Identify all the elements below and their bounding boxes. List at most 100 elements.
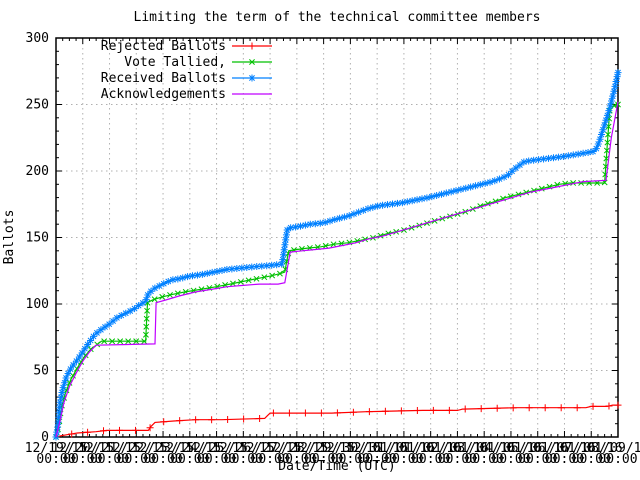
x-tick-time: 00:00	[465, 452, 504, 467]
legend-item-received-ballots: Received Ballots	[101, 71, 272, 86]
data-marker	[109, 317, 117, 325]
data-marker	[143, 323, 150, 330]
x-tick-time: 00:00	[358, 452, 397, 467]
grid-lines	[55, 37, 619, 437]
data-marker	[253, 275, 260, 282]
x-tick-time: 00:00	[63, 452, 102, 467]
data-marker	[605, 131, 611, 138]
data-marker	[279, 256, 287, 264]
x-tick-time: 00:00	[545, 452, 584, 467]
data-marker	[393, 199, 401, 207]
data-marker	[54, 423, 62, 431]
data-marker	[203, 269, 211, 277]
data-marker	[311, 220, 319, 228]
data-marker	[564, 152, 572, 160]
data-marker	[530, 156, 538, 164]
data-marker	[142, 331, 149, 338]
data-marker	[192, 416, 200, 424]
x-tick-time: 00:00	[331, 452, 370, 467]
data-marker	[349, 408, 357, 416]
data-marker	[101, 338, 108, 345]
data-marker	[594, 140, 602, 148]
data-marker	[301, 409, 309, 417]
data-marker	[237, 278, 244, 285]
data-marker	[604, 139, 611, 146]
data-marker	[603, 147, 610, 154]
data-marker	[287, 224, 295, 232]
data-marker	[516, 161, 524, 169]
y-tick-labels: 0 50 100 150 200 250 300	[26, 31, 49, 445]
x-tick-labels: 12/19/1500:0012/20/1500:0012/21/1500:001…	[25, 441, 640, 467]
x-tick-date: 12/26/15	[212, 441, 275, 456]
data-marker	[169, 276, 177, 284]
data-marker	[280, 246, 288, 254]
data-marker	[58, 388, 66, 396]
data-marker	[230, 280, 236, 287]
data-marker	[101, 323, 109, 331]
data-marker	[131, 305, 139, 313]
x-tick-date: 01/06/16	[506, 441, 569, 456]
data-marker	[413, 407, 421, 415]
data-marker	[597, 131, 605, 139]
data-marker	[525, 157, 533, 165]
data-marker	[345, 212, 353, 220]
x-tick-time: 00:00	[170, 452, 209, 467]
data-marker	[59, 384, 67, 392]
x-tick-date: 12/29/15	[292, 441, 355, 456]
data-marker	[100, 427, 108, 435]
data-marker	[330, 241, 337, 248]
x-tick-time: 00:00	[197, 452, 236, 467]
data-marker	[322, 242, 329, 249]
data-marker	[55, 413, 63, 421]
legend-label: Rejected Ballots	[101, 39, 226, 54]
data-marker	[279, 251, 287, 259]
x-tick-date: 12/30/15	[319, 441, 382, 456]
data-marker	[125, 338, 132, 345]
data-marker	[355, 208, 363, 216]
x-tick-date: 01/01/16	[373, 441, 436, 456]
data-marker	[72, 357, 80, 365]
axis-ticks	[55, 37, 619, 438]
data-marker	[282, 236, 290, 244]
data-marker	[68, 430, 76, 438]
series-acknowledgements	[55, 101, 619, 438]
data-marker	[508, 167, 516, 175]
data-marker	[179, 274, 187, 282]
data-marker	[142, 296, 150, 304]
data-marker	[117, 338, 124, 345]
data-marker	[159, 293, 166, 300]
data-marker	[139, 299, 147, 307]
data-marker	[55, 408, 63, 416]
data-marker	[374, 202, 382, 210]
data-marker	[331, 216, 339, 224]
series-received-ballots	[52, 69, 622, 441]
x-tick-time: 00:00	[251, 452, 290, 467]
data-marker	[167, 292, 173, 298]
x-axis-label: Date/Time (UTC)	[278, 459, 395, 474]
data-marker	[520, 158, 528, 166]
data-marker	[486, 178, 494, 186]
data-marker	[574, 150, 582, 158]
data-marker	[82, 352, 89, 359]
data-marker	[397, 407, 405, 415]
data-marker	[160, 280, 168, 288]
data-marker	[445, 406, 453, 414]
data-marker	[155, 282, 163, 290]
data-marker	[61, 379, 69, 387]
data-marker	[245, 277, 252, 284]
data-marker	[540, 155, 548, 163]
x-tick-date: 01/08/16	[560, 441, 623, 456]
data-marker	[297, 222, 305, 230]
data-marker	[614, 401, 622, 409]
data-marker	[269, 409, 277, 417]
data-marker	[403, 198, 411, 206]
data-marker	[238, 264, 246, 272]
data-marker	[256, 415, 264, 423]
data-marker	[306, 220, 314, 228]
data-marker	[608, 97, 616, 105]
data-marker	[493, 404, 501, 412]
data-marker	[301, 221, 309, 229]
data-marker	[602, 116, 610, 124]
series-rejected-ballots	[52, 401, 622, 441]
data-marker	[413, 196, 421, 204]
